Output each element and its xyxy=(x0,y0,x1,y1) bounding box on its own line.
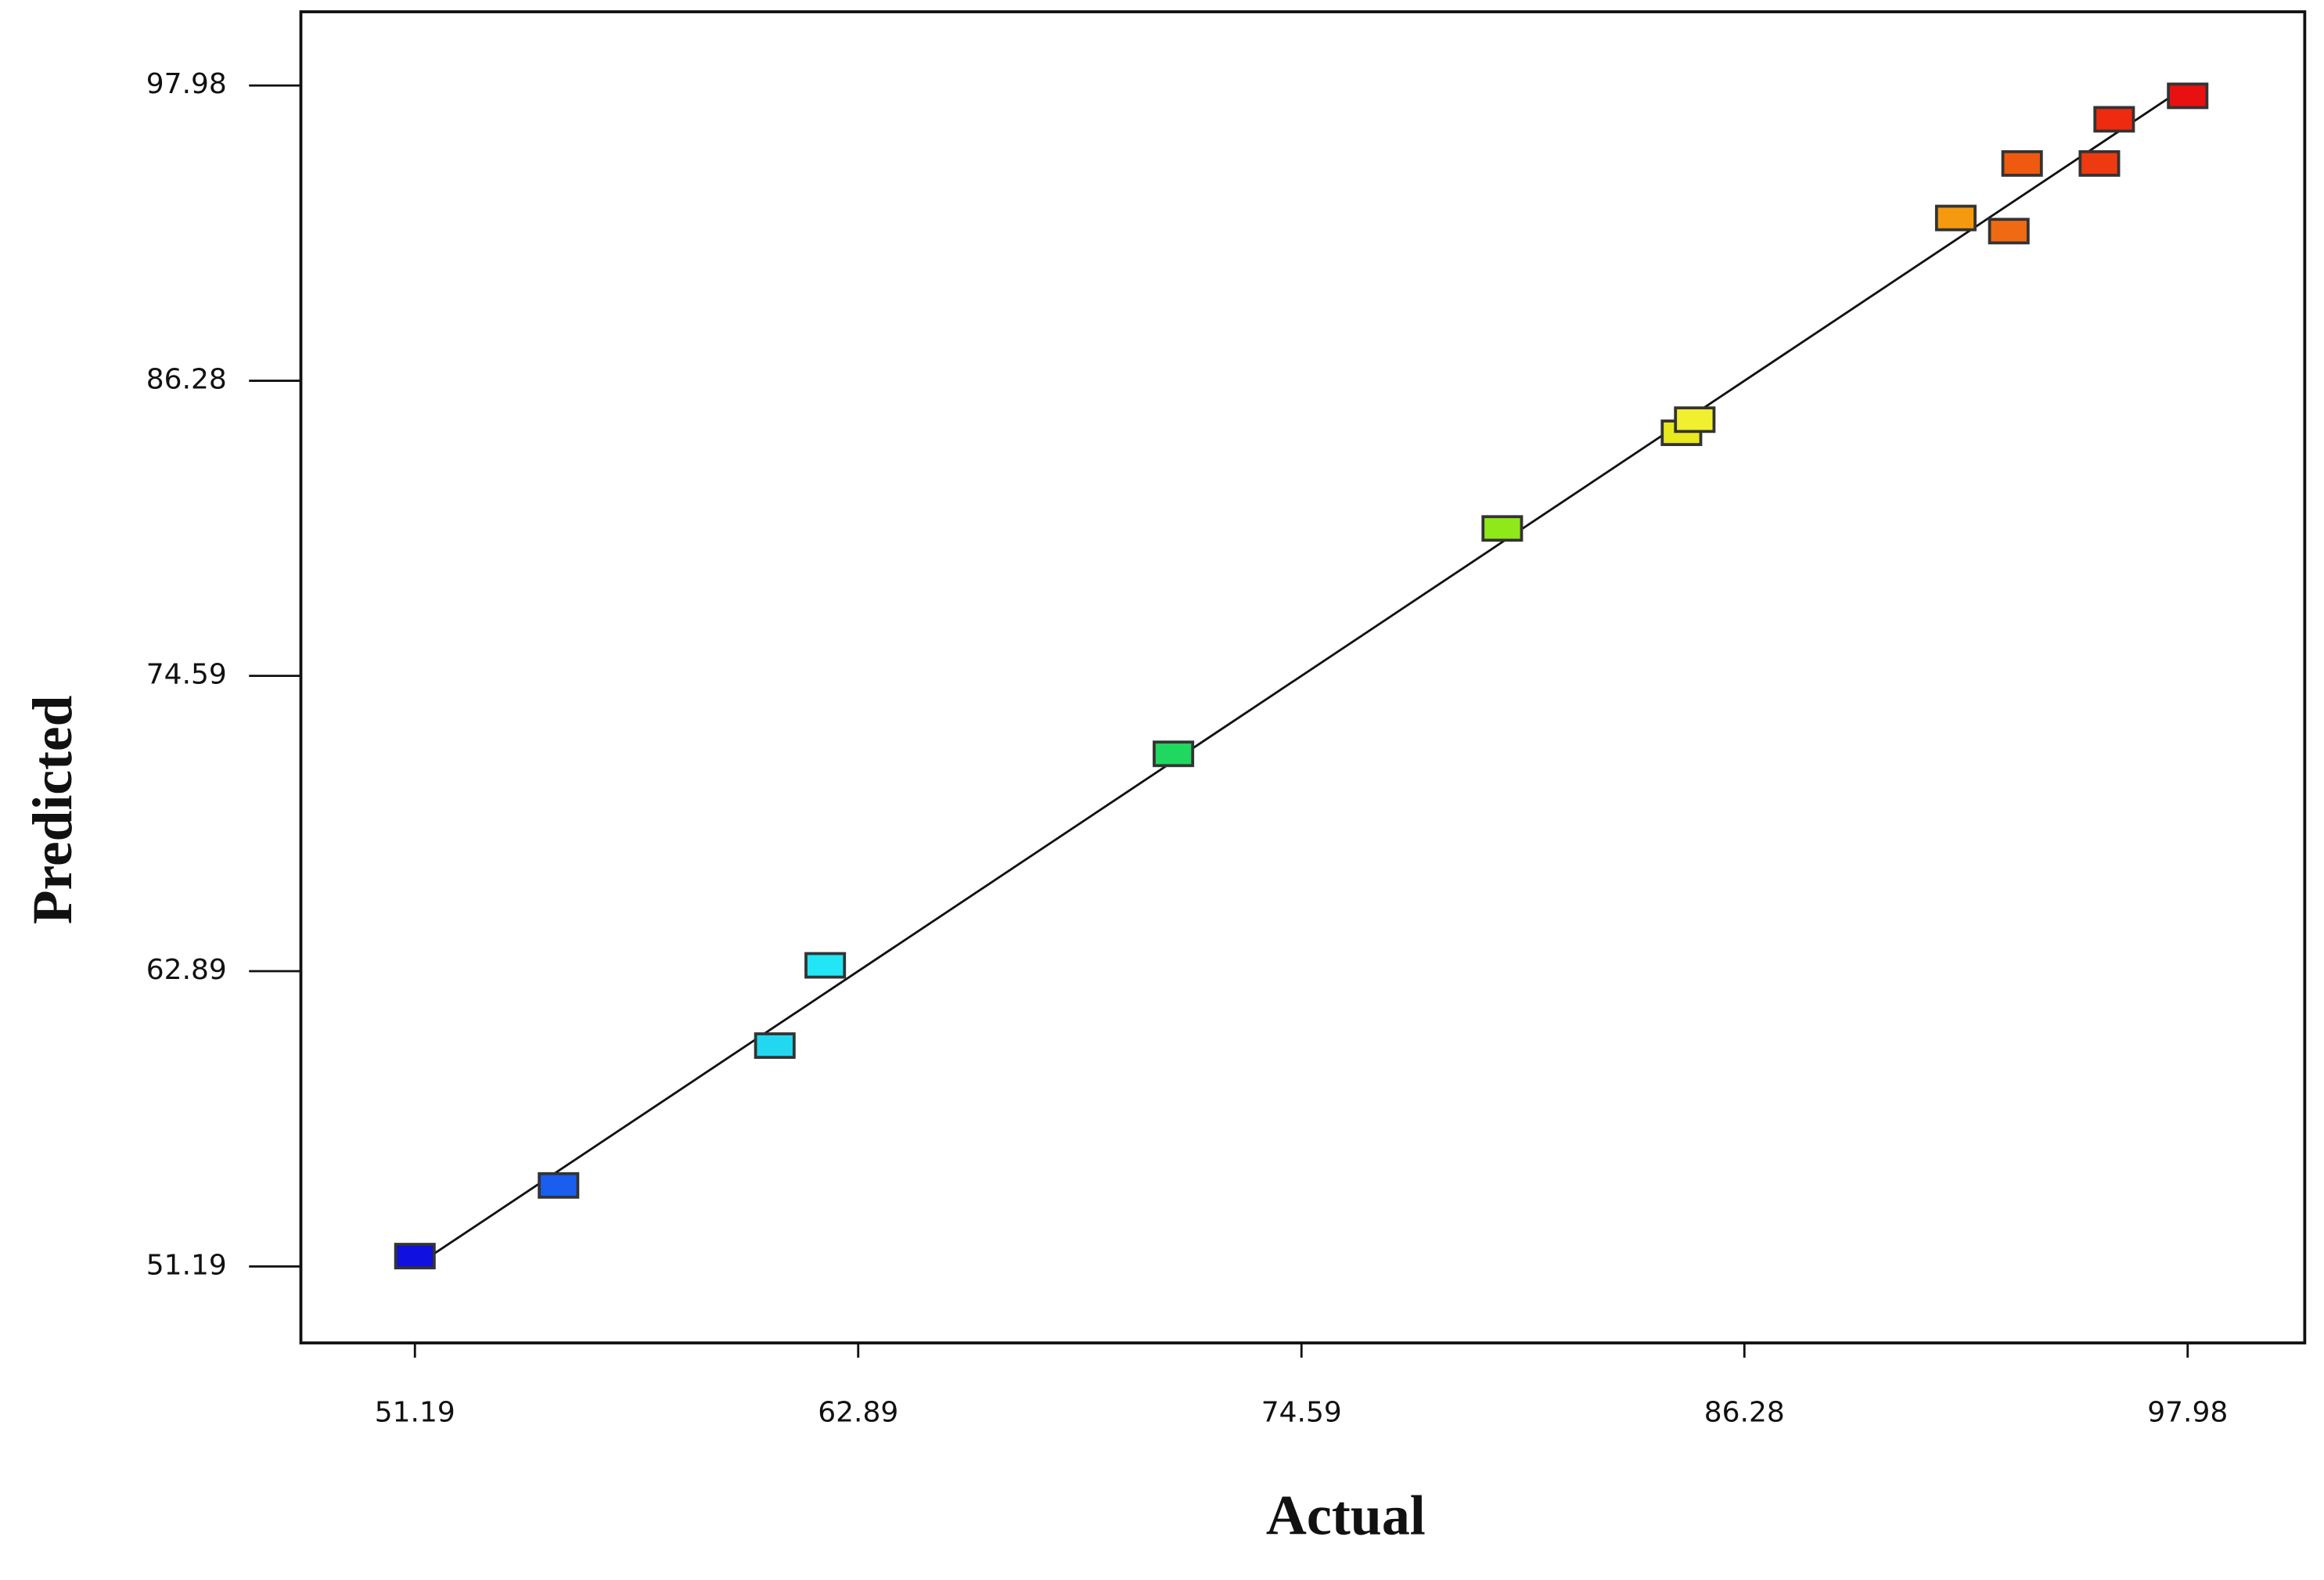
point xyxy=(2093,106,2135,133)
plot-frame xyxy=(299,10,2307,1344)
point xyxy=(1934,204,1977,232)
y-axis-label: Predicted xyxy=(21,696,84,925)
point xyxy=(394,1243,436,1270)
point xyxy=(538,1172,580,1199)
point xyxy=(2001,149,2043,177)
x-tick-label: 62.89 xyxy=(818,1396,898,1428)
y-tick-label: 74.59 xyxy=(146,659,227,691)
fit-line xyxy=(414,85,2189,1268)
point xyxy=(2167,82,2209,110)
y-tick-label: 97.98 xyxy=(146,68,227,100)
x-tick-label: 74.59 xyxy=(1261,1396,1342,1428)
x-axis-label: Actual xyxy=(1266,1485,1426,1547)
point xyxy=(1674,406,1716,434)
y-tick-label: 51.19 xyxy=(146,1249,227,1281)
point xyxy=(2078,149,2121,177)
y-tick-label: 62.89 xyxy=(146,954,227,986)
x-tick-label: 97.98 xyxy=(2147,1396,2228,1428)
y-tick-label: 86.28 xyxy=(146,364,227,396)
x-tick-label: 51.19 xyxy=(375,1396,455,1428)
point xyxy=(804,952,847,979)
point xyxy=(1988,218,2030,245)
point xyxy=(1153,740,1195,768)
x-tick-label: 86.28 xyxy=(1704,1396,1785,1428)
point xyxy=(754,1032,796,1060)
point xyxy=(1481,515,1524,542)
